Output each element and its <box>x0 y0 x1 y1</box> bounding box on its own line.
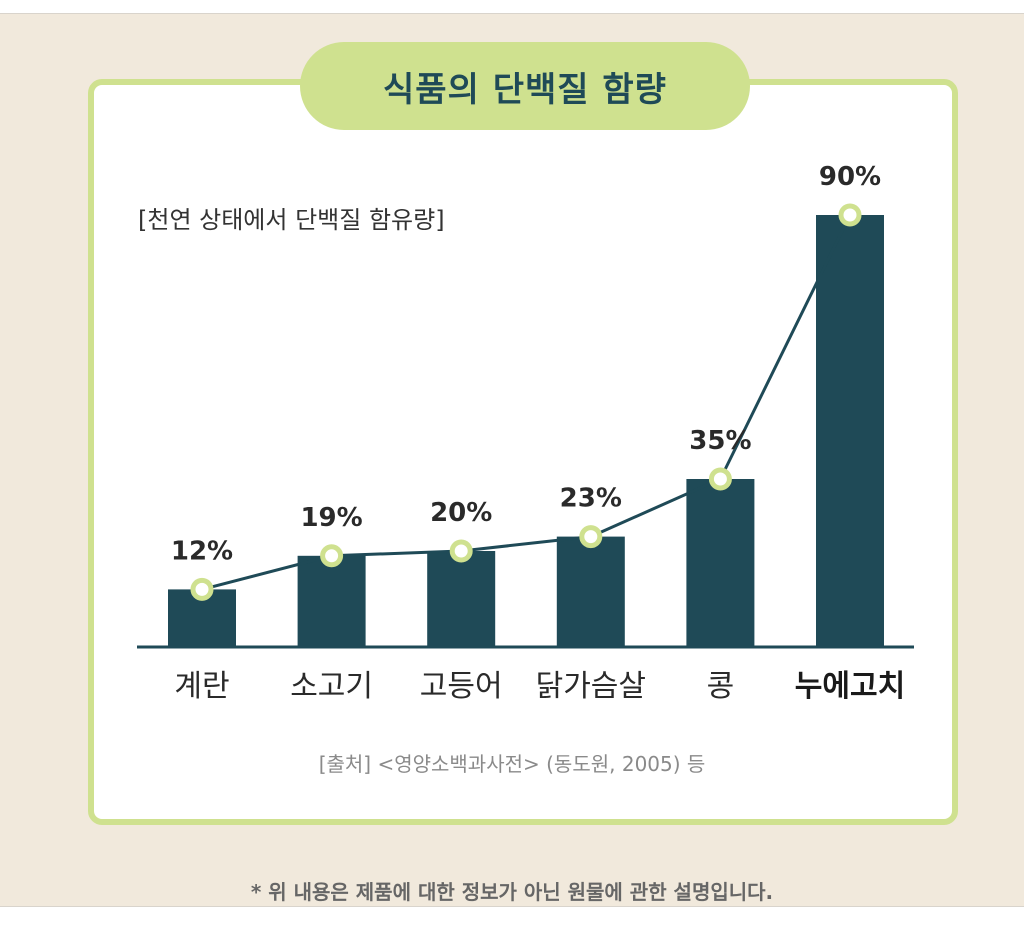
value-label: 90% <box>819 162 881 192</box>
value-label: 35% <box>689 426 751 456</box>
data-point <box>190 577 214 601</box>
footnote: * 위 내용은 제품에 대한 정보가 아닌 원물에 관한 설명입니다. <box>250 880 774 904</box>
bar <box>297 555 366 647</box>
category-label: 계란 <box>174 669 229 704</box>
bar <box>427 551 496 647</box>
data-point <box>320 544 344 568</box>
value-label: 20% <box>430 498 492 528</box>
data-point <box>708 467 732 491</box>
value-label: 23% <box>560 484 622 514</box>
data-point <box>838 203 862 227</box>
data-point <box>579 525 603 549</box>
title-pill: 식품의 단백질 함량 <box>300 42 750 130</box>
page-title: 식품의 단백질 함량 <box>383 69 667 110</box>
value-label: 19% <box>300 503 362 533</box>
bar <box>556 536 625 647</box>
value-label: 12% <box>171 536 233 566</box>
category-label: 닭가슴살 <box>536 669 646 704</box>
category-label: 콩 <box>707 669 735 704</box>
bar <box>686 479 755 647</box>
category-label: 누에고치 <box>795 669 905 704</box>
source-citation: [출처] <영양소백과사전> (동도원, 2005) 등 <box>318 752 706 776</box>
data-point <box>449 539 473 563</box>
bar <box>816 215 884 647</box>
category-label: 고등어 <box>420 669 503 704</box>
category-label: 소고기 <box>290 669 373 704</box>
chart-subtitle: [천연 상태에서 단백질 함유량] <box>138 206 445 234</box>
trend-line <box>201 214 852 591</box>
chart-card <box>88 79 958 825</box>
